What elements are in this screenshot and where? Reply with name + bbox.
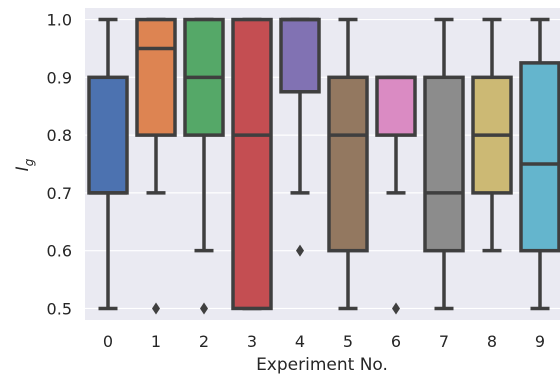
box-item [231, 17, 273, 311]
box-rect [375, 75, 417, 137]
box-series [87, 17, 560, 315]
y-axis-label-subscript: g [22, 158, 36, 166]
box-rect [327, 75, 369, 253]
x-tick-label: 2 [199, 332, 209, 351]
box-item [423, 17, 465, 311]
y-tick-label: 1.0 [47, 11, 72, 30]
x-tick-label: 0 [103, 332, 113, 351]
y-tick-label: 0.5 [47, 299, 72, 318]
x-tick-labels: 0 1 2 3 4 5 6 7 8 9 [103, 332, 545, 351]
x-tick-label: 1 [151, 332, 161, 351]
box-item [327, 17, 369, 311]
y-axis-label-main: I [13, 166, 33, 171]
box-item [375, 75, 417, 315]
box-rect [423, 75, 465, 253]
x-tick-label: 3 [247, 332, 257, 351]
outlier-marker [296, 244, 304, 257]
box-item [471, 17, 513, 253]
box-rect [519, 61, 560, 253]
x-tick-label: 7 [439, 332, 449, 351]
box-item [87, 17, 129, 311]
y-tick-label: 0.8 [47, 126, 72, 145]
box-item [519, 17, 560, 311]
outlier-marker [200, 302, 208, 315]
box-rect [279, 17, 321, 94]
box-rect [87, 75, 129, 195]
x-tick-label: 4 [295, 332, 305, 351]
x-axis-label: Experiment No. [256, 355, 388, 375]
y-axis-label: Ig [13, 158, 36, 171]
y-tick-labels: 0.5 0.6 0.7 0.8 0.9 1.0 [47, 11, 72, 319]
box-rect [231, 17, 273, 311]
box-item [135, 17, 177, 315]
outlier-marker [392, 302, 400, 315]
x-tick-label: 6 [391, 332, 401, 351]
y-tick-label: 0.6 [47, 242, 72, 261]
box-item [279, 17, 321, 257]
box-rect [135, 17, 177, 137]
outlier-marker [152, 302, 160, 315]
x-tick-label: 5 [343, 332, 353, 351]
x-tick-label: 8 [487, 332, 497, 351]
y-tick-label: 0.9 [47, 68, 72, 87]
y-tick-label: 0.7 [47, 184, 72, 203]
x-tick-label: 9 [535, 332, 545, 351]
box-item [183, 17, 225, 315]
